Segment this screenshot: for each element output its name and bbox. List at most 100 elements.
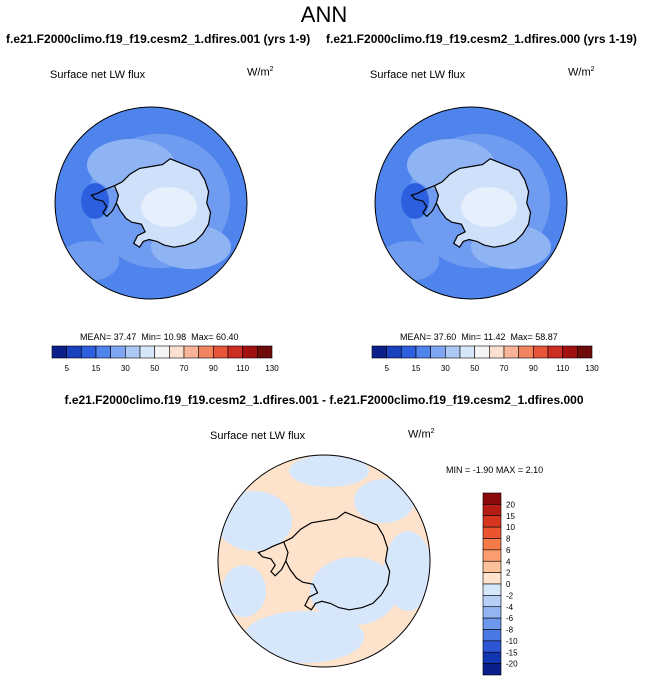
panel2-min-label: Min= (461, 332, 482, 342)
panel3-colorbar-swatch (482, 651, 502, 664)
panel1-colorbar-swatch (183, 345, 199, 359)
panel3-colorbar-tick-label: 0 (506, 580, 511, 589)
panel2-colorbar-tick-label: 50 (470, 364, 479, 373)
panel1-cold-coast (81, 183, 109, 219)
panel3-field (218, 455, 430, 667)
panel2-stats: MEAN= 37.60 Min= 11.42 Max= 58.87 (400, 332, 558, 342)
panel1-colorbar-tick-label: 5 (64, 364, 69, 373)
panel3-peninsula-coastline (257, 541, 287, 577)
panel3-min: -1.90 (472, 465, 494, 475)
panel3-colorbar-tick-label: -8 (506, 626, 514, 635)
panel3-colorbar-swatch (482, 663, 502, 676)
panel1-colorbar-swatch (66, 345, 82, 359)
panel1-colorbar: 5 15 30 50 70 90 110 130 (51, 345, 279, 373)
panel2-colorbar-tick-label: 5 (384, 364, 389, 373)
panel3-negative-region (244, 611, 364, 663)
panel1-colorbar-tick-label: 50 (150, 364, 159, 373)
panel3-map-border (217, 454, 431, 668)
panel3-colorbar-swatch (482, 492, 502, 505)
panel3-colorbar-tick-label: 10 (506, 523, 515, 532)
panel1-polar-map (54, 106, 248, 300)
panel1-colorbar-swatch (169, 345, 185, 359)
panel1-colorbar-swatch (95, 345, 111, 359)
panel3-colorbar-swatch (482, 538, 502, 551)
panel3-colorbar-tick-label: -2 (506, 591, 514, 600)
panel3-colorbar-swatch (482, 629, 502, 642)
panel1-stats: MEAN= 37.47 Min= 10.98 Max= 60.40 (80, 332, 238, 342)
panel3-colorbar-swatch (482, 640, 502, 653)
panel1-varname: Surface net LW flux (50, 69, 146, 81)
panel2-colorbar-swatch (577, 345, 593, 359)
panel2-colorbar-swatch (489, 345, 505, 359)
panel3-colorbar-tick-label: -10 (506, 637, 518, 646)
panel3-colorbar-swatch (482, 583, 502, 596)
panel1-colorbar-swatch (125, 345, 141, 359)
panel3-max-label: MAX = (495, 465, 524, 475)
panel2-varname: Surface net LW flux (370, 69, 466, 81)
panel2-colorbar-swatch (547, 345, 563, 359)
panel2-coastline (433, 158, 532, 249)
panel3-colorbar-tick-label: 20 (506, 500, 515, 509)
panel3-units: W/m2 (408, 428, 435, 441)
panel1-max: 60.40 (215, 332, 239, 342)
panel2-colorbar-swatch (503, 345, 519, 359)
panel3-colorbar-swatch (482, 549, 502, 562)
panel1-colorbar-swatch (257, 345, 273, 359)
panel3-colorbar-tick-label: 15 (506, 512, 515, 521)
panel3-colorbar-swatch (482, 595, 502, 608)
panel1-colorbar-tick-label: 15 (92, 364, 101, 373)
panel3-negative-region (222, 565, 266, 617)
panel1-colorbar-swatch (198, 345, 214, 359)
panel2-colorbar-swatch (401, 345, 417, 359)
panel3-negative-region (218, 491, 292, 551)
panel3-negative-region (289, 455, 369, 487)
panel2-polar-map (374, 106, 568, 300)
panel2-colorbar-swatch (474, 345, 490, 359)
panel2-colorbar-tick-label: 90 (529, 364, 538, 373)
panel2-colorbar-tick-label: 110 (556, 364, 569, 373)
panel1-ocean-patch (59, 241, 119, 281)
panel3-colorbar-tick-label: 4 (506, 557, 511, 566)
case-title-right: f.e21.F2000climo.f19_f19.cesm2_1.dfires.… (326, 32, 637, 46)
panel2-colorbar-tick-label: 15 (412, 364, 421, 373)
panel2-mean: 37.60 (433, 332, 457, 342)
panel1-colorbar-swatch (154, 345, 170, 359)
panel2-colorbar-tick-label: 70 (500, 364, 509, 373)
panel1-colorbar-swatch (213, 345, 229, 359)
panel2-colorbar: 5 15 30 50 70 90 110 130 (371, 345, 599, 373)
panel1-colorbar-tick-label: 130 (265, 364, 279, 373)
panel1-colorbar-tick-label: 30 (121, 364, 130, 373)
panel3-coastline (282, 511, 391, 611)
case-title-left: f.e21.F2000climo.f19_f19.cesm2_1.dfires.… (6, 32, 311, 46)
panel1-min-label: Min= (141, 332, 162, 342)
panel3-colorbar-swatch (482, 606, 502, 619)
panel3-colorbar-swatch (482, 617, 502, 630)
panel2-mean-label: MEAN= (400, 332, 432, 342)
panel3-negative-region (310, 557, 398, 625)
panel1-field (55, 107, 247, 299)
figure-title: ANN (300, 2, 348, 27)
panel1-units: W/m2 (247, 66, 274, 79)
panel2-colorbar-swatch (459, 345, 475, 359)
panel2-ice-high (461, 187, 517, 227)
panel3-stats: MIN = -1.90 MAX = 2.10 (446, 465, 543, 475)
panel3-colorbar-swatch (482, 572, 502, 585)
panel1-colorbar-swatch (227, 345, 243, 359)
panel3-colorbar-tick-label: 2 (506, 569, 511, 578)
panel1-max-label: Max= (191, 332, 214, 342)
panel2-units: W/m2 (568, 66, 595, 79)
difference-title: f.e21.F2000climo.f19_f19.cesm2_1.dfires.… (64, 393, 584, 407)
panel1-mean: 37.47 (113, 332, 137, 342)
panel2-ocean-patch (379, 241, 439, 281)
panel3-colorbar-tick-label: -20 (506, 660, 518, 669)
panel2-colorbar-swatch (415, 345, 431, 359)
panel1-coastline (113, 158, 212, 249)
panel2-cold-coast (401, 183, 429, 219)
panel1-peninsula-coastline (90, 185, 117, 218)
panel1-ice-high (141, 187, 197, 227)
panel1-map-border (54, 106, 248, 300)
panel3-min-label: MIN = (446, 465, 471, 475)
panel3-colorbar-swatch (482, 504, 502, 517)
panel1-colorbar-swatch (139, 345, 155, 359)
